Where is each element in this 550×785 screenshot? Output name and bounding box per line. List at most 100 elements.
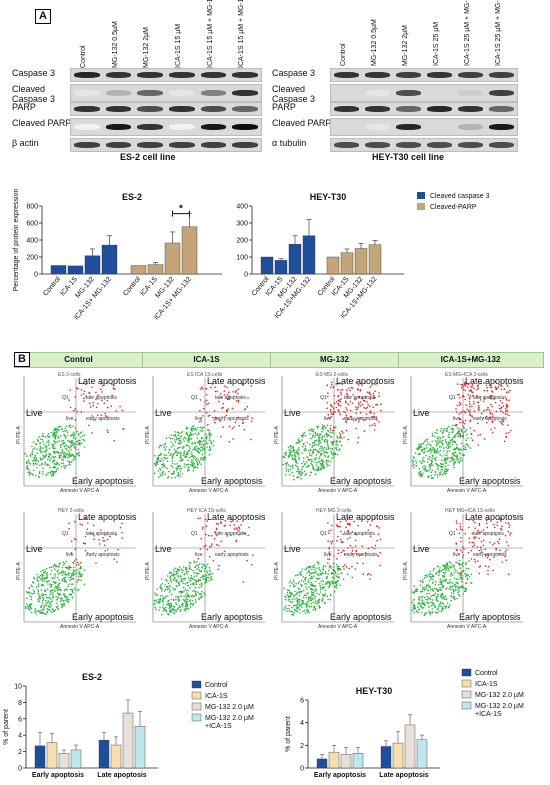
apoptotic-event: [238, 534, 240, 536]
live-event: [325, 432, 328, 435]
live-event: [192, 470, 194, 472]
live-event: [338, 448, 341, 450]
live-event: [32, 593, 34, 595]
live-event: [318, 461, 320, 463]
apoptotic-event: [329, 410, 332, 413]
apoptotic-event: [79, 562, 82, 564]
apoptotic-event: [330, 529, 332, 531]
live-event: [67, 445, 70, 448]
apoptotic-event: [226, 535, 228, 537]
live-event: [190, 427, 193, 429]
live-event: [28, 474, 31, 476]
apoptotic-event: [467, 383, 470, 386]
live-event: [77, 575, 80, 578]
live-event: [295, 582, 297, 585]
live-event: [54, 582, 56, 585]
live-event: [155, 599, 158, 601]
live-event: [327, 598, 329, 601]
live-event: [317, 436, 320, 438]
live-event: [29, 455, 32, 457]
live-event: [33, 592, 36, 594]
live-event: [159, 595, 162, 597]
apoptotic-event: [92, 401, 94, 404]
live-event: [199, 429, 202, 432]
apoptotic-event: [333, 408, 335, 410]
live-event: [37, 460, 40, 462]
live-event: [158, 609, 160, 611]
live-event: [302, 596, 305, 599]
apoptotic-event: [214, 386, 216, 388]
legend-swatch: [461, 679, 472, 688]
live-event: [432, 569, 435, 572]
y-tick-label: 2: [18, 749, 22, 756]
live-event: [162, 471, 164, 473]
live-event: [453, 584, 455, 587]
live-event: [188, 600, 191, 603]
live-event: [212, 440, 215, 442]
blot-strip: [70, 138, 262, 152]
apoptotic-event: [380, 403, 382, 405]
apoptotic-event: [104, 544, 106, 546]
live-event: [292, 475, 295, 477]
live-event: [56, 441, 58, 443]
apoptotic-event: [337, 389, 339, 391]
live-event: [439, 449, 442, 452]
live-event: [306, 609, 308, 611]
apoptotic-event: [354, 539, 357, 542]
live-event: [428, 455, 431, 458]
live-event: [169, 578, 172, 580]
apoptotic-event: [366, 401, 368, 403]
apoptotic-event: [362, 562, 364, 565]
apoptotic-event: [237, 416, 239, 419]
live-event: [159, 585, 161, 588]
live-event: [432, 448, 434, 450]
apoptotic-event: [371, 416, 373, 418]
live-event: [58, 457, 61, 459]
live-event: [311, 430, 313, 432]
apoptotic-event: [366, 573, 369, 576]
apoptotic-event: [210, 545, 213, 547]
live-event: [430, 474, 432, 477]
apoptotic-event: [499, 549, 501, 552]
live-event: [421, 474, 424, 477]
live-event: [310, 471, 312, 474]
live-event: [428, 611, 431, 614]
apoptotic-event: [499, 552, 501, 555]
live-event: [183, 455, 186, 457]
apoptotic-event: [88, 392, 91, 395]
apoptotic-event: [357, 436, 360, 439]
apoptotic-event: [97, 394, 99, 396]
live-event: [155, 594, 157, 596]
live-event: [442, 586, 445, 588]
live-event: [42, 598, 45, 600]
apoptotic-event: [459, 549, 462, 551]
live-event: [197, 572, 200, 575]
blot-lane-label: MG-132 0.5µM: [370, 19, 378, 66]
apoptotic-event: [379, 564, 382, 567]
live-event: [465, 428, 468, 431]
live-event: [292, 579, 295, 581]
live-event: [446, 565, 449, 567]
live-event: [201, 449, 204, 451]
live-event: [47, 601, 49, 604]
live-event: [187, 608, 190, 610]
live-event: [455, 447, 458, 450]
live-event: [205, 570, 208, 572]
live-event: [334, 453, 337, 456]
live-event: [202, 427, 204, 429]
apoptotic-event: [456, 404, 459, 407]
live-event: [179, 459, 181, 462]
apoptotic-event: [455, 411, 458, 413]
live-event: [192, 590, 194, 592]
live-event: [42, 574, 44, 577]
apoptotic-event: [494, 526, 496, 528]
apoptotic-event: [337, 383, 339, 385]
live-event: [295, 442, 297, 444]
live-event: [343, 436, 345, 439]
apoptotic-event: [504, 396, 506, 398]
live-event: [187, 441, 190, 443]
live-event: [56, 607, 59, 609]
blot-band: [74, 142, 100, 148]
live-event: [428, 573, 430, 576]
